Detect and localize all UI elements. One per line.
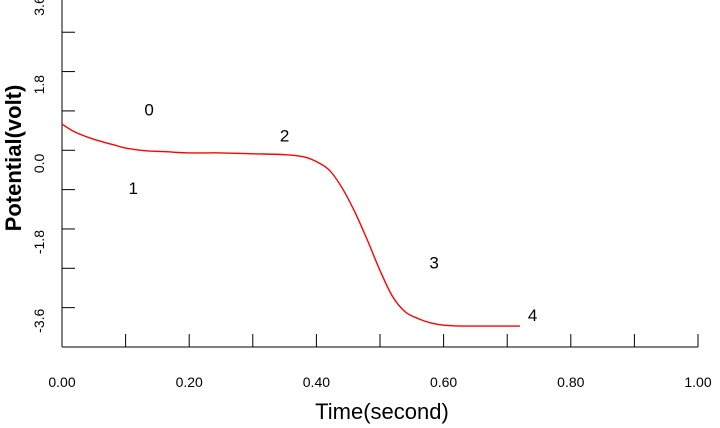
y-axis-ticks: 3.6 1.8 0.0 -1.8 -3.6	[31, 0, 75, 348]
x-tick-label: 0.00	[48, 374, 75, 390]
y-axis-title: Potential(volt)	[1, 85, 26, 232]
x-tick-label: 1.00	[684, 374, 711, 390]
y-tick-label: -1.8	[31, 230, 47, 254]
series-layer	[61, 123, 520, 327]
y-tick-label: -3.6	[31, 308, 47, 332]
x-axis-title: Time(second)	[315, 399, 449, 424]
x-tick-label: 0.40	[303, 374, 330, 390]
annotation-layer: 0 1 2 3 4	[128, 100, 537, 324]
y-tick-label: 0.0	[31, 153, 47, 173]
x-tick-label: 0.20	[176, 374, 203, 390]
y-tick-label: 3.6	[31, 0, 47, 16]
series-line	[61, 123, 520, 327]
point-annotation: 0	[144, 100, 153, 119]
point-annotation: 4	[528, 306, 537, 325]
point-annotation: 1	[128, 179, 137, 198]
x-tick-label: 0.80	[557, 374, 584, 390]
y-tick-label: 1.8	[31, 75, 47, 95]
point-annotation: 2	[280, 127, 289, 146]
point-annotation: 3	[429, 253, 438, 272]
x-axis-ticks: 0.00 0.20 0.40 0.60 0.80 1.00	[48, 334, 712, 390]
x-tick-label: 0.60	[430, 374, 457, 390]
